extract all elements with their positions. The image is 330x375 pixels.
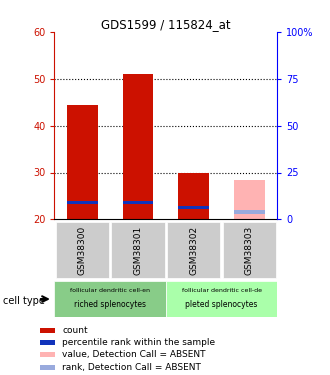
- Bar: [166, 281, 277, 317]
- Text: value, Detection Call = ABSENT: value, Detection Call = ABSENT: [62, 350, 206, 359]
- Bar: [67, 105, 98, 219]
- Bar: [40, 352, 55, 357]
- Text: count: count: [62, 326, 88, 335]
- Title: GDS1599 / 115824_at: GDS1599 / 115824_at: [101, 18, 231, 31]
- Bar: [223, 222, 276, 278]
- Text: GSM38301: GSM38301: [133, 226, 143, 275]
- Bar: [123, 74, 153, 219]
- Text: follicular dendritic cell-de: follicular dendritic cell-de: [182, 288, 261, 293]
- Bar: [111, 222, 165, 278]
- Text: GSM38303: GSM38303: [245, 226, 254, 275]
- Bar: [178, 206, 209, 209]
- Text: follicular dendritic cell-en: follicular dendritic cell-en: [70, 288, 150, 293]
- Bar: [167, 222, 220, 278]
- Bar: [234, 180, 265, 219]
- Bar: [67, 201, 98, 204]
- Text: GSM38300: GSM38300: [78, 226, 87, 275]
- Bar: [40, 328, 55, 333]
- Bar: [54, 281, 166, 317]
- Text: percentile rank within the sample: percentile rank within the sample: [62, 338, 215, 347]
- Text: pleted splenocytes: pleted splenocytes: [185, 300, 258, 309]
- Text: cell type: cell type: [3, 296, 45, 306]
- Bar: [123, 201, 153, 204]
- Text: rank, Detection Call = ABSENT: rank, Detection Call = ABSENT: [62, 363, 201, 372]
- Text: GSM38302: GSM38302: [189, 226, 198, 275]
- Bar: [40, 340, 55, 345]
- Bar: [40, 364, 55, 370]
- Text: riched splenocytes: riched splenocytes: [74, 300, 146, 309]
- Bar: [178, 172, 209, 219]
- Bar: [55, 222, 109, 278]
- Bar: [234, 210, 265, 214]
